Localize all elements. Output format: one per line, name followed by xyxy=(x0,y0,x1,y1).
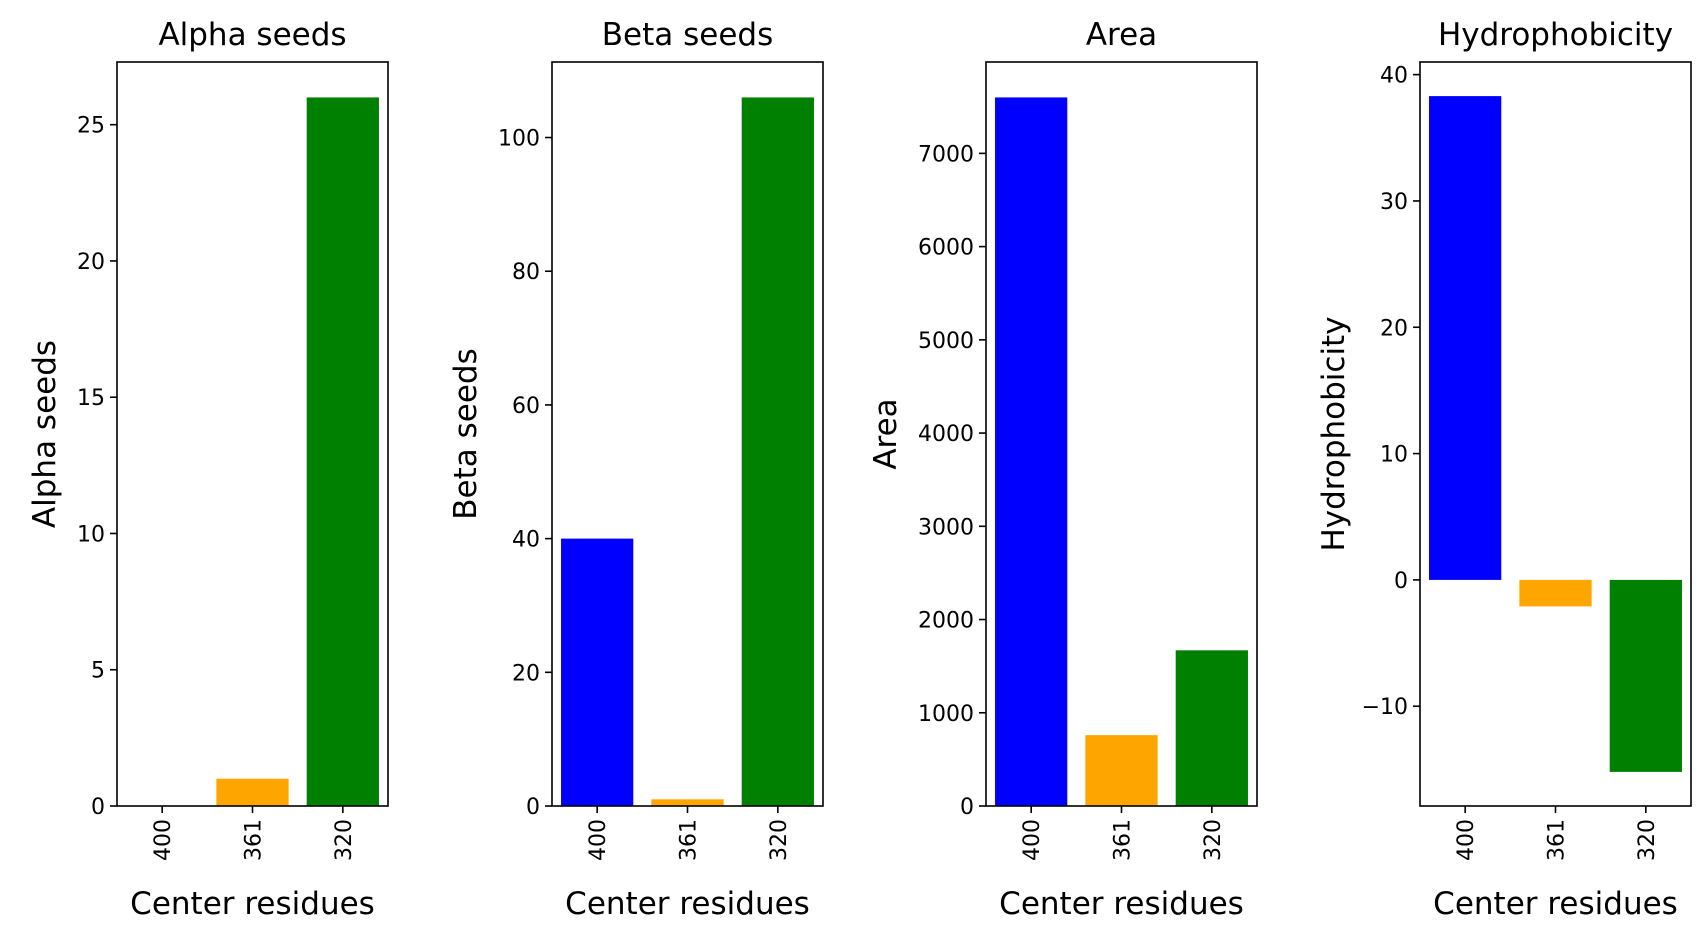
chart-title-area: Area xyxy=(1086,17,1157,53)
ytick-label-beta-seeds: 80 xyxy=(512,260,540,285)
ytick-label-area: 4000 xyxy=(918,422,974,447)
ytick-label-hydrophobicity: 20 xyxy=(1380,316,1408,341)
xtick-label-beta-seeds: 320 xyxy=(767,819,792,861)
ytick-label-hydrophobicity: 0 xyxy=(1394,569,1408,594)
xtick-label-hydrophobicity: 400 xyxy=(1454,819,1479,861)
bar-hydrophobicity-361 xyxy=(1519,579,1592,607)
xtick-label-alpha-seeds: 361 xyxy=(242,819,267,861)
ytick-label-alpha-seeds: 25 xyxy=(77,114,105,139)
bar-beta-seeds-361 xyxy=(651,799,724,806)
bar-area-400 xyxy=(995,97,1068,807)
ytick-label-beta-seeds: 100 xyxy=(498,127,540,152)
bar-alpha-seeds-361 xyxy=(216,778,289,806)
ytick-label-area: 5000 xyxy=(918,329,974,354)
ytick-label-hydrophobicity: 40 xyxy=(1380,64,1408,89)
ytick-label-area: 2000 xyxy=(918,609,974,634)
ytick-label-area: 1000 xyxy=(918,702,974,727)
y-axis-label-beta-seeds: Beta seeds xyxy=(448,348,484,519)
subplot-area: 0 1000 2000 3000 4000 5000 6000 7000 400 361 320 Ar… xyxy=(868,17,1258,922)
ytick-label-beta-seeds: 40 xyxy=(512,528,540,553)
xtick-label-hydrophobicity: 320 xyxy=(1635,819,1660,861)
ytick-label-beta-seeds: 20 xyxy=(512,661,540,686)
bar-alpha-seeds-320 xyxy=(306,97,379,807)
ytick-label-area: 6000 xyxy=(918,236,974,261)
ytick-label-beta-seeds: 60 xyxy=(512,394,540,419)
y-axis-label-hydrophobicity: Hydrophobicity xyxy=(1316,316,1352,551)
bar-beta-seeds-400 xyxy=(561,538,634,806)
y-axis-label-alpha-seeds: Alpha seeds xyxy=(27,340,63,528)
bar-area-320 xyxy=(1175,650,1248,806)
ytick-label-alpha-seeds: 10 xyxy=(77,522,105,547)
x-axis-label-area: Center residues xyxy=(999,886,1244,922)
x-axis-label-alpha-seeds: Center residues xyxy=(130,886,375,922)
bar-hydrophobicity-320 xyxy=(1609,579,1682,772)
ytick-label-alpha-seeds: 5 xyxy=(91,659,105,684)
xtick-label-alpha-seeds: 400 xyxy=(151,819,176,861)
ytick-label-area: 3000 xyxy=(918,515,974,540)
chart-title-hydrophobicity: Hydrophobicity xyxy=(1438,17,1673,53)
ytick-label-area: 0 xyxy=(960,795,974,820)
subplot-alpha-seeds: 0 5 10 15 20 25 400 361 320 Alpha seeds Center res… xyxy=(27,17,389,922)
ytick-label-hydrophobicity: −10 xyxy=(1362,695,1408,720)
chart-title-alpha-seeds: Alpha seeds xyxy=(158,17,346,53)
subplot-beta-seeds: 0 20 40 60 80 100 400 361 320 Beta seeds Center re… xyxy=(448,17,824,922)
subplot-hydrophobicity: −10 0 10 20 30 40 400 361 320 Hydrophobicity Cente… xyxy=(1316,17,1692,922)
bar-beta-seeds-320 xyxy=(741,97,814,807)
ytick-label-beta-seeds: 0 xyxy=(526,795,540,820)
ytick-label-alpha-seeds: 20 xyxy=(77,250,105,275)
ytick-label-hydrophobicity: 30 xyxy=(1380,190,1408,215)
ytick-label-alpha-seeds: 0 xyxy=(91,795,105,820)
ytick-label-hydrophobicity: 10 xyxy=(1380,443,1408,468)
xtick-label-area: 400 xyxy=(1020,819,1045,861)
x-axis-label-hydrophobicity: Center residues xyxy=(1433,886,1678,922)
bar-area-361 xyxy=(1085,735,1158,806)
xtick-label-beta-seeds: 400 xyxy=(586,819,611,861)
y-axis-label-area: Area xyxy=(868,398,904,469)
xtick-label-beta-seeds: 361 xyxy=(677,819,702,861)
chart-title-beta-seeds: Beta seeds xyxy=(602,17,773,53)
xtick-label-area: 320 xyxy=(1201,819,1226,861)
xtick-label-hydrophobicity: 361 xyxy=(1545,819,1570,861)
ytick-label-area: 7000 xyxy=(918,142,974,167)
ytick-label-alpha-seeds: 15 xyxy=(77,386,105,411)
x-axis-label-beta-seeds: Center residues xyxy=(565,886,810,922)
xtick-label-area: 361 xyxy=(1111,819,1136,861)
bar-hydrophobicity-400 xyxy=(1429,96,1502,580)
xtick-label-alpha-seeds: 320 xyxy=(332,819,357,861)
